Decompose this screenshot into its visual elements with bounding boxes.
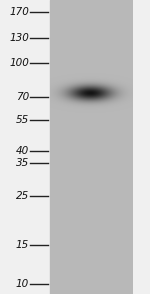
- Text: 40: 40: [16, 146, 29, 156]
- Text: 25: 25: [16, 191, 29, 201]
- Text: 130: 130: [9, 33, 29, 43]
- Text: 170: 170: [9, 7, 29, 17]
- Bar: [0, 0, 50, 294]
- Text: 10: 10: [16, 279, 29, 289]
- Text: 35: 35: [16, 158, 29, 168]
- Bar: [132, 0, 150, 294]
- Text: 100: 100: [9, 58, 29, 68]
- Bar: [50, 0, 132, 294]
- Text: 55: 55: [16, 115, 29, 125]
- Text: 70: 70: [16, 92, 29, 102]
- Text: 15: 15: [16, 240, 29, 250]
